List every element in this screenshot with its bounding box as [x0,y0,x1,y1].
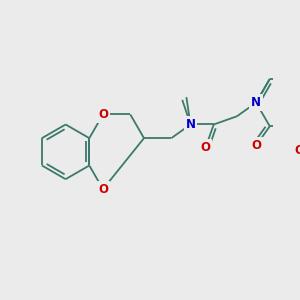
Text: O: O [295,144,300,158]
Text: O: O [251,139,261,152]
Text: O: O [200,141,211,154]
Text: N: N [185,118,196,131]
Text: O: O [98,183,108,196]
Text: N: N [251,96,261,109]
Text: O: O [98,108,108,121]
